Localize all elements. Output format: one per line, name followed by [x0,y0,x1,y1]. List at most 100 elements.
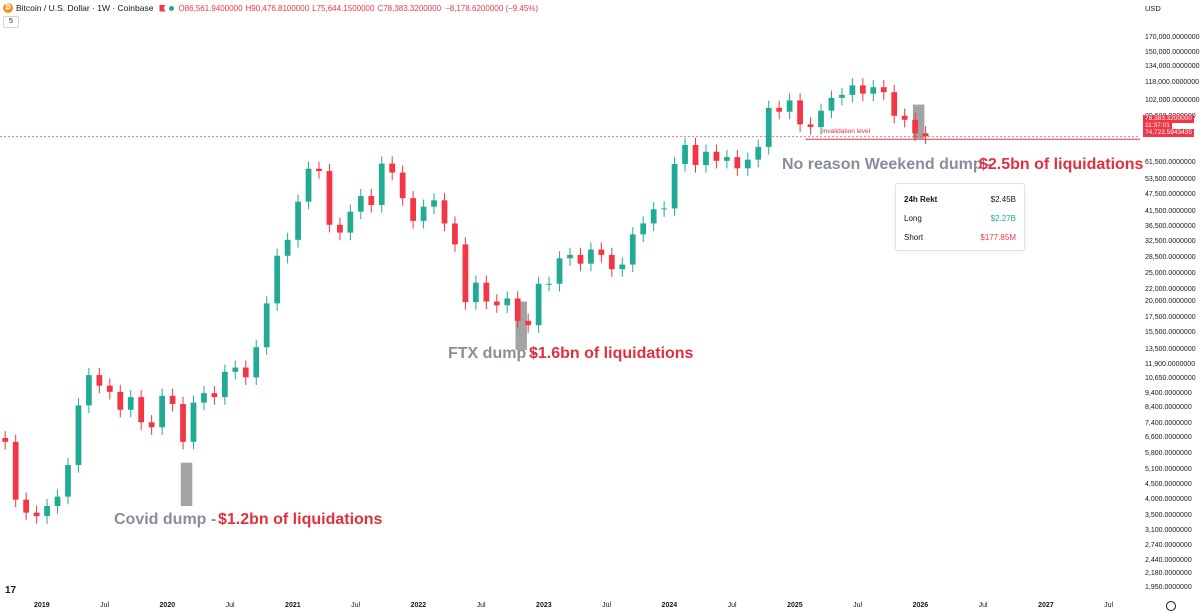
candle-body-2 [12,441,19,500]
flag-icon[interactable] [159,4,166,12]
countdown-label: 11:37:01 [1143,122,1172,130]
y-tick-label: 2,180.0000000 [1145,570,1192,578]
annotation-weekend-value: $2.5bn of liquidations [979,156,1144,173]
y-tick-label: 41,500.0000000 [1145,207,1196,215]
rekt-panel: 24h Rekt $2.45B Long $2.27B Short $177.8… [895,183,1025,251]
y-tick-label: 8,400.0000000 [1145,404,1192,412]
tradingview-logo-icon[interactable]: 17 [5,585,17,596]
rekt-total-label: 24h Rekt [904,195,938,204]
candle-body-70 [724,157,730,161]
y-tick-label: 53,500.0000000 [1145,176,1196,184]
candle-body-77 [797,100,803,125]
candle-body-66 [682,144,688,165]
annotation-ftx-label: FTX dump - [448,345,536,362]
candle-body-42 [431,200,437,207]
candle-body-24 [242,367,249,378]
interval-toggle[interactable]: 5 [3,16,19,28]
candle-body-72 [744,159,751,169]
candle-body-16 [159,395,165,428]
symbol-title[interactable]: Bitcoin / U.S. Dollar · 1W · Coinbase [16,3,154,13]
candle-body-32 [326,171,333,225]
candle-body-22 [221,371,228,398]
candle-body-45 [462,244,469,303]
candle-body-31 [316,168,322,172]
y-tick-label: 2,740.0000000 [1145,542,1192,550]
annotation-weekend-label: No reason Weekend dump - [782,156,993,173]
candle-body-30 [305,168,312,202]
candle-body-68 [703,151,709,166]
candle-body-25 [253,347,260,378]
x-tick-label: Jul [476,602,486,609]
x-tick-label: 2024 [661,602,678,609]
x-tick-label: 2022 [410,602,427,609]
candle-body-58 [598,249,605,255]
rekt-total-value: $2.45B [990,195,1016,204]
candle-body-71 [734,157,741,169]
y-tick-label: 15,500.0000000 [1145,328,1196,336]
x-tick-label: Jul [853,602,863,609]
candle-body-65 [671,164,678,209]
candle-body-89 [922,133,929,137]
rekt-row-total: 24h Rekt $2.45B [904,195,1016,204]
y-tick-label: 28,500.0000000 [1145,253,1196,261]
candle-body-59 [608,254,615,270]
candle-body-51 [525,320,532,326]
y-tick-label: 61,500.0000000 [1145,159,1196,167]
candle-body-80 [828,97,835,111]
candle-body-41 [420,206,427,221]
ohlc-low: L75,644.1500000 [312,3,375,13]
candle-body-9 [86,375,92,406]
candle-body-7 [65,465,71,497]
y-tick-label: 134,000.0000000 [1145,63,1200,71]
x-tick-label: 2021 [285,602,301,609]
candle-body-39 [399,172,406,199]
last-price-label: 78,383.3200000 [1143,115,1194,123]
candle-body-47 [483,282,490,302]
dump-highlight-2 [912,104,925,139]
candle-body-21 [211,393,218,398]
candle-body-64 [661,208,668,210]
y-tick-label: 36,500.0000000 [1145,223,1196,231]
candle-body-36 [368,196,375,205]
candle-body-81 [839,94,845,98]
invalidation-price-label: 74,723.5943435 [1143,129,1194,137]
x-tick-label: Jul [602,602,612,609]
candle-body-79 [818,110,824,128]
y-tick-label: 150,000.0000000 [1145,49,1200,57]
invalidation-level-label: Invalidation level [822,128,871,135]
candle-body-11 [106,385,113,392]
candle-body-76 [786,100,793,112]
candle-body-52 [535,283,542,326]
candle-body-18 [180,404,186,442]
y-tick-label: 5,800.0000000 [1145,449,1192,457]
candle-body-3 [23,499,30,513]
currency-label[interactable]: USD [1145,4,1161,13]
annotation-covid-label: Covid dump - [114,511,217,528]
y-tick-label: 9,400.0000000 [1145,390,1192,398]
candle-body-63 [650,209,657,224]
candle-body-10 [96,375,103,386]
y-tick-label: 6,600.0000000 [1145,434,1192,442]
timezone-clock-icon[interactable] [1166,601,1176,611]
ohlc-close: C78,383.3200000 [377,3,442,13]
candle-body-87 [901,115,908,120]
x-tick-label: Jul [1104,602,1114,609]
ohlc-open: O86,561.9400000 [178,3,243,13]
y-tick-label: 1,950.0000000 [1145,584,1192,592]
candle-body-13 [127,397,134,410]
candle-body-49 [504,298,511,306]
y-tick-label: 13,500.0000000 [1145,345,1196,353]
candle-body-44 [452,223,458,245]
rekt-row-long: Long $2.27B [904,214,1016,223]
candle-body-23 [232,367,239,372]
candle-body-29 [295,201,301,240]
x-tick-label: 2025 [787,602,803,609]
dump-highlight-0 [180,462,193,506]
x-tick-label: 2026 [912,602,929,609]
candle-body-43 [441,200,448,224]
candle-body-46 [472,282,479,303]
candle-body-48 [493,301,500,306]
candle-body-26 [263,303,270,348]
x-tick-label: 2020 [159,602,176,609]
